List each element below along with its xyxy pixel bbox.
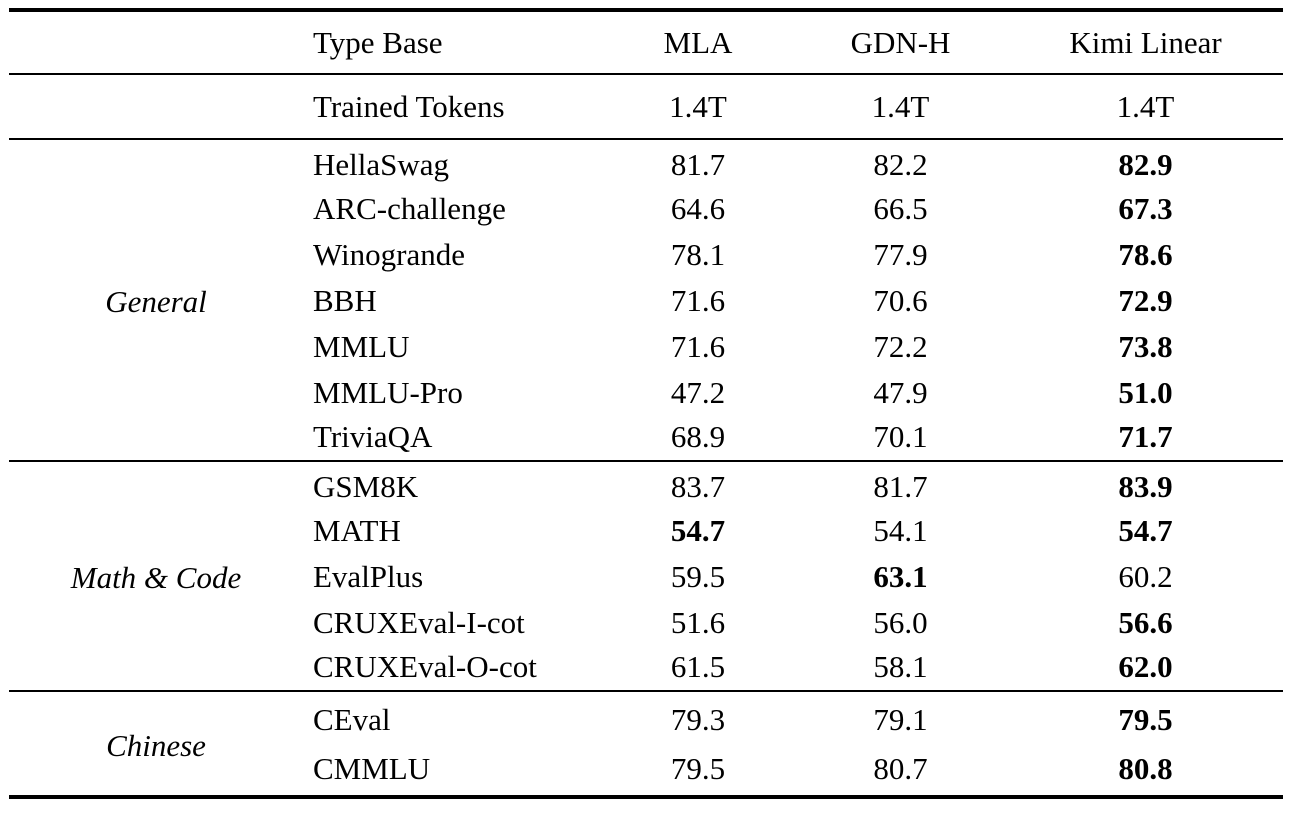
table-row: MATH 54.7 54.1 54.7 — [9, 507, 1283, 553]
metric-value: 70.6 — [873, 282, 928, 318]
section-general: General HellaSwag 81.7 82.2 82.9 ARC-cha… — [9, 139, 1283, 461]
metric-value: 80.7 — [873, 750, 928, 786]
metric-value: 67.3 — [1118, 190, 1173, 226]
metric-value: 56.0 — [873, 604, 928, 640]
metric-value: 71.6 — [670, 328, 726, 364]
metric-value: 83.9 — [1118, 468, 1173, 504]
table-row: MMLU-Pro 47.2 47.9 51.0 — [9, 369, 1283, 415]
section-label-math-code: Math & Code — [70, 560, 242, 595]
table-row: EvalPlus 59.5 63.1 60.2 — [9, 553, 1283, 599]
metric-value: 47.2 — [670, 374, 726, 410]
metric-value: 47.9 — [873, 374, 928, 410]
column-header-type-base: Type Base — [313, 25, 443, 60]
table-row: Chinese CEval 79.3 79.1 79.5 — [9, 691, 1283, 761]
metric-value: 60.2 — [1118, 558, 1173, 594]
metric-value: 54.7 — [670, 512, 726, 548]
metric-value: 79.5 — [670, 750, 726, 786]
trained-tokens-value-mla: 1.4T — [669, 89, 727, 124]
table-row: CRUXEval-O-cot 61.5 58.1 62.0 — [9, 645, 1283, 691]
section-chinese: Chinese CEval 79.3 79.1 79.5 CMMLU 79.5 … — [9, 691, 1283, 797]
metric-value: 68.9 — [670, 418, 726, 454]
benchmark-name: ARC-challenge — [313, 190, 506, 226]
metric-value: 51.0 — [1118, 374, 1173, 410]
benchmark-name: EvalPlus — [313, 558, 424, 594]
metric-value: 83.7 — [670, 468, 726, 504]
metric-value: 71.6 — [670, 282, 726, 318]
benchmark-name: MATH — [313, 512, 401, 548]
benchmark-name: CEval — [313, 702, 391, 737]
table-row: TriviaQA 68.9 70.1 71.7 — [9, 415, 1283, 461]
benchmark-name: BBH — [313, 282, 377, 318]
trained-tokens-value-gdn-h: 1.4T — [871, 89, 930, 124]
header-row: Type Base MLA GDN-H Kimi Linear — [9, 10, 1283, 74]
section-label-general: General — [105, 284, 207, 319]
metric-value: 80.8 — [1118, 750, 1173, 786]
metric-value: 58.1 — [873, 648, 928, 684]
trained-tokens-section: Trained Tokens 1.4T 1.4T 1.4T — [9, 74, 1283, 139]
benchmark-name: CMMLU — [313, 750, 431, 786]
metric-value: 59.5 — [670, 558, 726, 594]
trained-tokens-label: Trained Tokens — [313, 89, 505, 124]
metric-value: 72.9 — [1118, 282, 1173, 318]
benchmark-name: CRUXEval-I-cot — [313, 604, 525, 640]
header-group-spacer — [9, 10, 303, 74]
trained-tokens-row: Trained Tokens 1.4T 1.4T 1.4T — [9, 74, 1283, 139]
metric-value: 66.5 — [873, 190, 928, 226]
metric-value: 56.6 — [1118, 604, 1173, 640]
metric-value: 72.2 — [873, 328, 928, 364]
column-header-mla: MLA — [663, 25, 733, 60]
benchmark-name: MMLU-Pro — [313, 374, 463, 410]
metric-value: 62.0 — [1118, 648, 1173, 684]
table-row: MMLU 71.6 72.2 73.8 — [9, 323, 1283, 369]
metric-value: 64.6 — [670, 190, 726, 226]
benchmark-name: MMLU — [313, 328, 410, 364]
metric-value: 63.1 — [873, 558, 928, 594]
section-math-code: Math & Code GSM8K 83.7 81.7 83.9 MATH 54… — [9, 461, 1283, 691]
metric-value: 54.1 — [873, 512, 928, 548]
benchmark-name: CRUXEval-O-cot — [313, 648, 537, 684]
table-row: General HellaSwag 81.7 82.2 82.9 — [9, 139, 1283, 318]
paper-table-container: Type Base MLA GDN-H Kimi Linear Trained … — [9, 8, 1283, 799]
metric-value: 79.5 — [1118, 702, 1173, 737]
section-label-chinese: Chinese — [106, 727, 206, 763]
benchmark-name: TriviaQA — [313, 418, 433, 454]
metric-value: 81.7 — [670, 146, 726, 182]
metric-value: 51.6 — [670, 604, 726, 640]
metric-value: 82.9 — [1118, 146, 1173, 182]
benchmark-name: HellaSwag — [313, 146, 450, 182]
table-row: CMMLU 79.5 80.7 80.8 — [9, 744, 1283, 797]
metric-value: 70.1 — [873, 418, 928, 454]
metric-value: 81.7 — [873, 468, 928, 504]
table-row: ARC-challenge 64.6 66.5 67.3 — [9, 185, 1283, 231]
benchmark-comparison-table: Type Base MLA GDN-H Kimi Linear Trained … — [9, 8, 1283, 799]
benchmark-name: Winogrande — [313, 236, 465, 272]
table-row: Math & Code GSM8K 83.7 81.7 83.9 — [9, 461, 1283, 594]
metric-value: 79.3 — [670, 702, 726, 737]
table-row: BBH 71.6 70.6 72.9 — [9, 277, 1283, 323]
metric-value: 61.5 — [670, 648, 726, 684]
tokens-group-spacer — [9, 74, 303, 139]
metric-value: 82.2 — [873, 146, 928, 182]
table-header: Type Base MLA GDN-H Kimi Linear — [9, 10, 1283, 74]
benchmark-name: GSM8K — [313, 468, 419, 504]
metric-value: 73.8 — [1118, 328, 1173, 364]
column-header-gdn-h: GDN-H — [850, 25, 951, 60]
metric-value: 77.9 — [873, 236, 928, 272]
table-row: CRUXEval-I-cot 51.6 56.0 56.6 — [9, 599, 1283, 645]
trained-tokens-value-kimi-linear: 1.4T — [1116, 89, 1175, 124]
metric-value: 71.7 — [1118, 418, 1173, 454]
column-header-kimi-linear: Kimi Linear — [1069, 25, 1222, 60]
metric-value: 78.6 — [1118, 236, 1173, 272]
metric-value: 78.1 — [670, 236, 726, 272]
metric-value: 79.1 — [873, 702, 928, 737]
metric-value: 54.7 — [1118, 512, 1173, 548]
table-row: Winogrande 78.1 77.9 78.6 — [9, 231, 1283, 277]
